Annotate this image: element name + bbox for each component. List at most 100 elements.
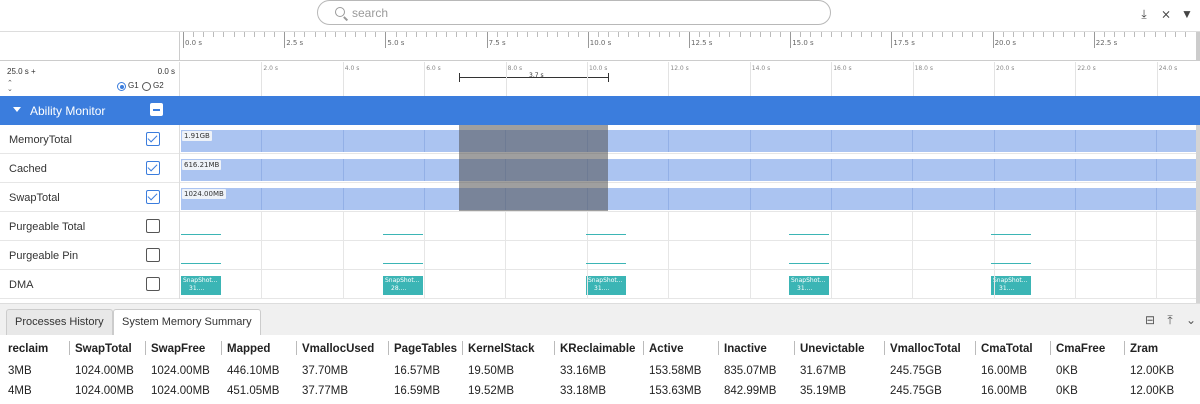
column-separator[interactable] [884,341,885,355]
column-header[interactable]: SwapFree [151,343,206,355]
column-header[interactable]: Inactive [724,343,767,355]
ability-monitor-group[interactable]: Ability Monitor [0,96,1200,125]
column-header[interactable]: VmallocUsed [302,343,375,355]
grid-line [912,130,913,152]
track-checkbox[interactable] [146,190,160,204]
column-separator[interactable] [554,341,555,355]
column-header[interactable]: PageTables [394,343,458,355]
column-separator[interactable] [1050,341,1051,355]
track-checkbox[interactable] [146,248,160,262]
expand-arrow-icon[interactable] [13,107,21,112]
column-separator[interactable] [975,341,976,355]
column-header[interactable]: Active [649,343,684,355]
purgeable-marker[interactable] [991,263,1031,264]
purgeable-marker[interactable] [181,263,221,264]
column-header[interactable]: Unevictable [800,343,865,355]
purgeable-marker[interactable] [586,263,626,264]
search-input[interactable] [352,3,812,22]
column-separator[interactable] [296,341,297,355]
column-header[interactable]: KReclaimable [560,343,636,355]
ruler-major-tick [486,32,488,48]
ruler-minor-tick [800,32,802,37]
memory-bar[interactable]: 1.91GB [181,130,1196,152]
track-lane[interactable]: 616.21MB [180,154,1196,183]
snapshot-title: SnapShot... [183,277,218,284]
column-separator[interactable] [462,341,463,355]
column-header[interactable]: CmaFree [1056,343,1106,355]
track-lane[interactable] [180,241,1196,270]
download-icon[interactable]: ⤓ [1141,7,1147,21]
column-header[interactable]: Zram [1130,343,1159,355]
purgeable-marker[interactable] [789,263,829,264]
track-checkbox[interactable] [146,161,160,175]
offset-time: 0.0 s [157,67,175,76]
column-header[interactable]: KernelStack [468,343,535,355]
memory-bar[interactable]: 1024.00MB [181,188,1196,210]
maximize-panel-icon[interactable]: ⤒ [1167,313,1173,327]
grid-line [831,159,832,181]
table-cell: 16.00MB [981,385,1028,397]
track-lane[interactable]: SnapShot... 31.... SnapShot... 28.... Snap… [180,270,1196,299]
pin-cross-icon[interactable]: ⨯ [1160,7,1172,21]
track-lane[interactable]: 1.91GB [180,125,1196,154]
column-header[interactable]: SwapTotal [75,343,132,355]
snapshot-block[interactable]: SnapShot... 31.... [586,276,626,295]
filter-icon[interactable]: ▼ [1181,7,1193,21]
ruler-minor-tick [1053,32,1055,37]
column-separator[interactable] [69,341,70,355]
column-header[interactable]: CmaTotal [981,343,1033,355]
track-lane[interactable]: 1024.00MB [180,183,1196,212]
column-header[interactable]: VmallocTotal [890,343,961,355]
snapshot-block[interactable]: SnapShot... 31.... [181,276,221,295]
pin-panel-icon[interactable]: ⊟ [1144,313,1156,327]
collapse-panel-icon[interactable]: ⌄ [1185,313,1197,327]
track-checkbox[interactable] [146,219,160,233]
track-lane[interactable] [180,212,1196,241]
column-separator[interactable] [221,341,222,355]
ruler-minor-tick [820,32,822,37]
column-separator[interactable] [718,341,719,355]
track-checkbox[interactable] [146,277,160,291]
column-header[interactable]: reclaim [8,343,49,355]
memory-bar[interactable]: 616.21MB [181,159,1196,181]
ruler-minor-tick [1063,32,1065,37]
tracks-scrollbar[interactable] [1196,125,1200,303]
grid-line [587,270,588,299]
snapshot-block[interactable]: SnapShot... 31.... [789,276,829,295]
search-box[interactable] [317,0,831,25]
purgeable-marker[interactable] [586,234,626,235]
column-separator[interactable] [794,341,795,355]
column-separator[interactable] [145,341,146,355]
ruler-minor-tick [810,32,812,37]
ruler-minor-tick [506,32,508,37]
column-separator[interactable] [1124,341,1125,355]
grid-line [587,212,588,241]
track-checkbox[interactable] [146,132,160,146]
column-separator[interactable] [388,341,389,355]
tab-processes-history[interactable]: Processes History [6,309,113,336]
radio-g1[interactable] [117,82,126,91]
group-checkbox[interactable] [150,103,163,116]
table-cell: 37.70MB [302,365,349,377]
radio-g2[interactable] [142,82,151,91]
ruler-minor-tick [749,32,751,37]
range-scale[interactable]: 3.7 s 2.0 s 4.0 s 6.0 s 8.0 s 10.0 s 12.0 s 14… [180,62,1200,96]
grid-line [831,188,832,210]
purgeable-marker[interactable] [789,234,829,235]
time-selection-overlay[interactable] [459,125,608,211]
snapshot-block[interactable]: SnapShot... 31.... [991,276,1031,295]
snapshot-block[interactable]: SnapShot... 28.... [383,276,423,295]
column-header[interactable]: Mapped [227,343,271,355]
purgeable-marker[interactable] [383,234,423,235]
ruler-scale[interactable]: 0.0 s 2.5 s 5.0 s 7.5 s 10.0 s 12.5 s 15.0 s 17… [180,32,1196,61]
selection-end-cap[interactable] [608,73,609,82]
chevron-up-icon[interactable]: ⌃ [7,80,13,87]
purgeable-marker[interactable] [383,263,423,264]
ruler-scrollbar[interactable] [1196,32,1200,61]
tab-system-memory-summary[interactable]: System Memory Summary [113,309,261,337]
purgeable-marker[interactable] [181,234,221,235]
chevron-down-icon[interactable]: ⌄ [7,86,13,93]
purgeable-marker[interactable] [991,234,1031,235]
column-separator[interactable] [643,341,644,355]
time-ruler[interactable]: 0.0 s 2.5 s 5.0 s 7.5 s 10.0 s 12.5 s 15.0 s 17… [0,31,1200,61]
